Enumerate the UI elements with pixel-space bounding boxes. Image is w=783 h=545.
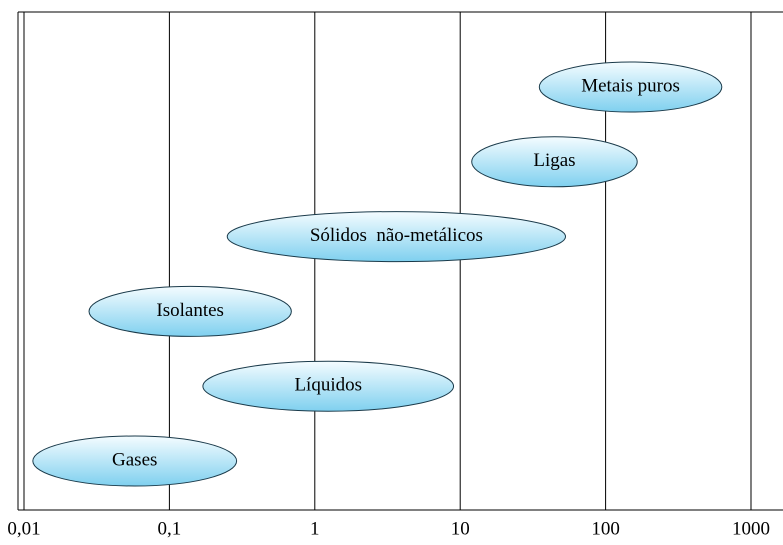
range-label: Ligas bbox=[533, 150, 575, 171]
range-label: Metais puros bbox=[581, 75, 680, 96]
range-ellipse bbox=[538, 61, 723, 113]
range-ellipse bbox=[32, 435, 238, 487]
range-ellipse bbox=[226, 211, 567, 263]
x-tick-label: 10 bbox=[451, 518, 470, 539]
range-label: Isolantes bbox=[156, 300, 224, 321]
x-tick-label: 100 bbox=[591, 518, 620, 539]
range-label: Gases bbox=[112, 449, 157, 470]
range-label: Sólidos não-metálicos bbox=[310, 225, 483, 246]
x-tick-label: 0,01 bbox=[7, 518, 40, 539]
range-label: Líquidos bbox=[294, 375, 362, 396]
range-ellipse bbox=[88, 285, 292, 337]
range-ellipse bbox=[202, 360, 455, 412]
x-tick-label: 1000 bbox=[732, 518, 770, 539]
x-tick-label: 0,1 bbox=[158, 518, 182, 539]
x-tick-label: 1 bbox=[310, 518, 320, 539]
range-ellipse bbox=[471, 136, 638, 188]
